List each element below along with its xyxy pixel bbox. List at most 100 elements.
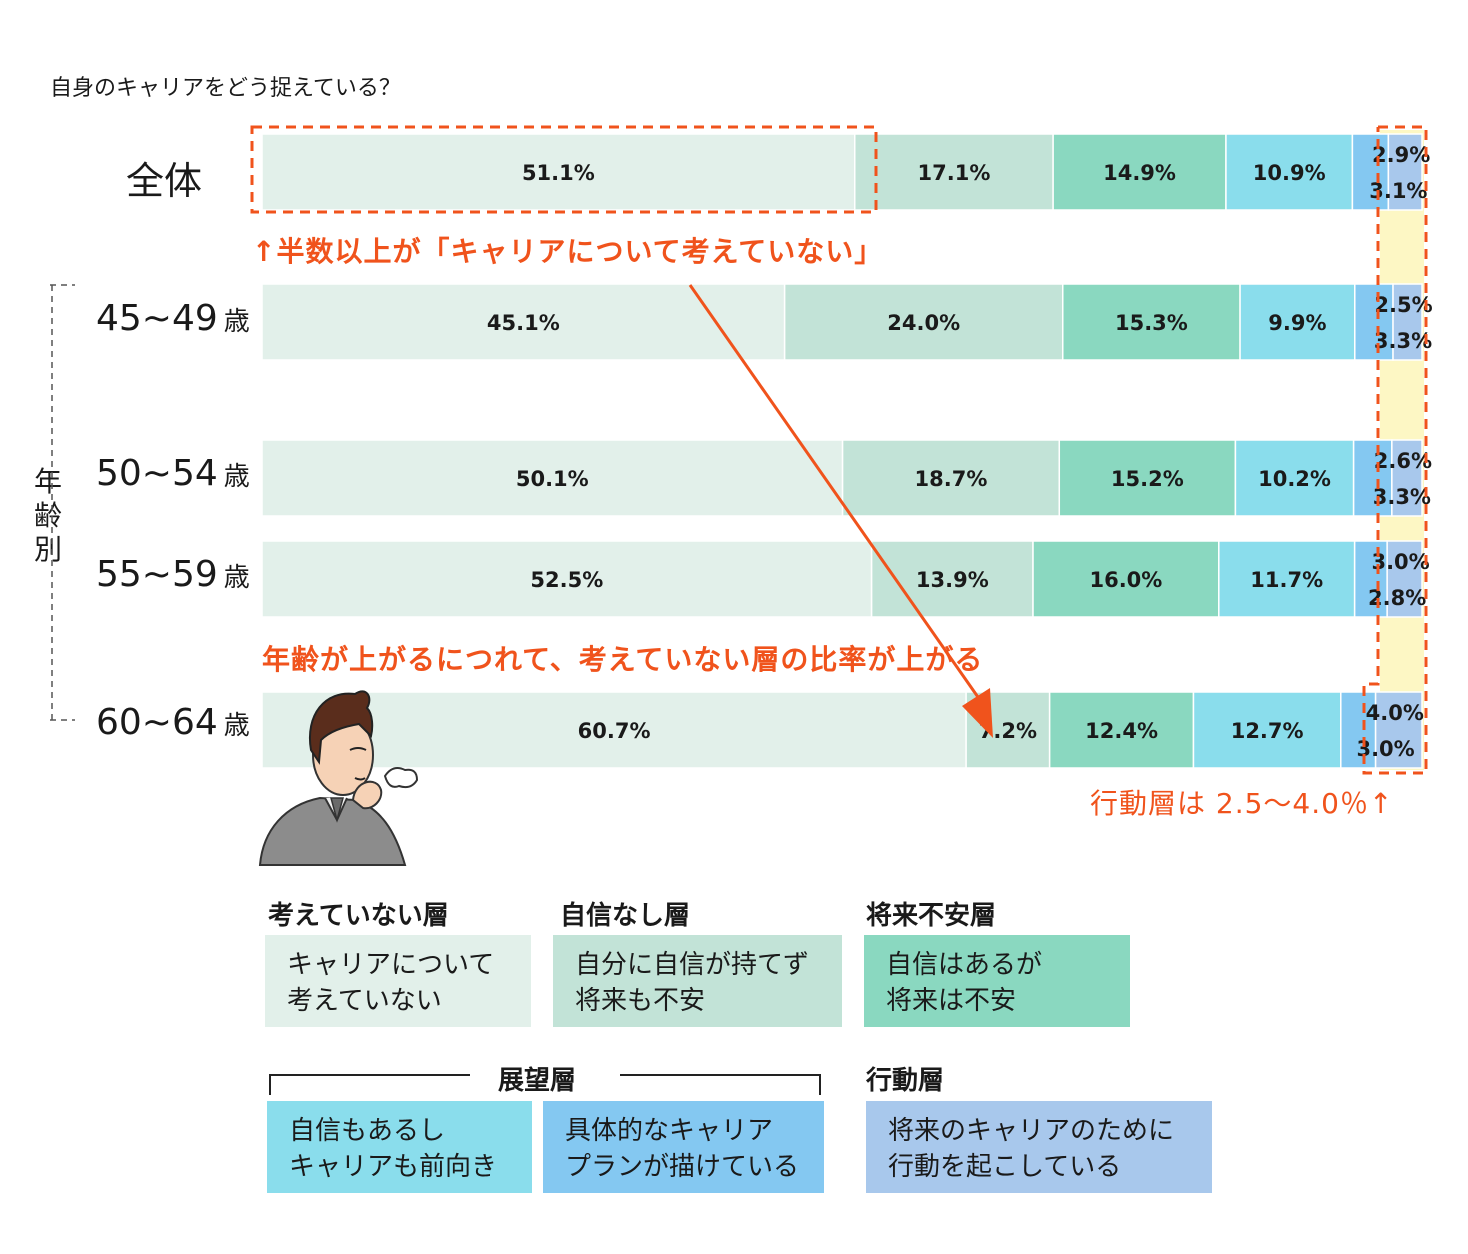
bar-segment-no-confidence [870, 540, 1034, 618]
data-label-outlook-b: 3.3% [1373, 485, 1431, 509]
row-label-50-54-text: 50~54 [96, 453, 218, 494]
row-label-60-64-text: 60~64 [96, 702, 218, 743]
data-label-not-thinking: 45.1% [487, 311, 560, 335]
data-label-outlook-a: 11.7% [1250, 568, 1323, 592]
legend-line: キャリアについて [287, 950, 495, 980]
data-label-action: 2.6% [1374, 449, 1432, 473]
bar-layer: 51.1% 17.1% 14.9% 10.9%3.1%2.9%45.1% 24.0% 15… [261, 133, 1433, 769]
data-label-outlook-a: 10.2% [1258, 467, 1331, 491]
bar-segment-action [1391, 439, 1423, 517]
bar-row: 51.1% 17.1% 14.9% 10.9%3.1%2.9% [261, 133, 1430, 211]
data-label-not-thinking: 50.1% [516, 467, 589, 491]
legend-box-outlook-b: 具体的なキャリア プランが描けている [543, 1101, 824, 1193]
data-label-no-confidence: 17.1% [918, 161, 991, 185]
data-label-no-confidence: 18.7% [915, 467, 988, 491]
legend-box-outlook-a: 自信もあるし キャリアも前向き [267, 1101, 532, 1193]
data-label-future-anxiety: 16.0% [1089, 568, 1162, 592]
age-group-char: 齢 [33, 499, 62, 532]
bar-segment-outlook-a [1239, 283, 1356, 361]
legend-box-future-anxiety: 自信はあるが 将来は不安 [864, 935, 1130, 1027]
bar-segment-action [1392, 283, 1423, 361]
legend-line: 自信もあるし [289, 1116, 446, 1146]
data-label-future-anxiety: 12.4% [1085, 719, 1158, 743]
legend-line: 自信はあるが [886, 950, 1043, 980]
data-label-action: 2.5% [1374, 293, 1432, 317]
row-label-unit: 歳 [223, 711, 250, 741]
outlook-bracket [269, 1074, 821, 1095]
data-label-action: 4.0% [1366, 701, 1424, 725]
bar-segment-not-thinking [261, 439, 844, 517]
legend-title-future-anxiety: 将来不安層 [866, 901, 997, 931]
bar-segment-action [1387, 133, 1423, 211]
row-label-45-49-text: 45~49 [96, 298, 218, 339]
note-age-trend: 年齢が上がるにつれて、考えていない層の比率が上がる [262, 643, 984, 676]
data-label-future-anxiety: 15.3% [1115, 311, 1188, 335]
age-group-char: 別 [33, 533, 62, 566]
not-thinking-highlight-box [250, 125, 878, 214]
bar-segment-outlook-b [1354, 283, 1394, 361]
bar-segment-outlook-b [1351, 133, 1390, 211]
age-group-char: 年 [33, 465, 62, 498]
row-label-55-59: 55~59 歳 [96, 554, 250, 595]
data-label-not-thinking: 51.1% [522, 161, 595, 185]
bar-segment-action [1374, 691, 1423, 769]
legend-title-outlook: 展望層 [498, 1066, 577, 1096]
row-label-45-49: 45~49 歳 [96, 298, 250, 339]
row-label-unit: 歳 [223, 563, 250, 593]
bar-segment-future-anxiety [1032, 540, 1220, 618]
row-label-50-54: 50~54 歳 [96, 453, 250, 494]
data-label-action: 3.0% [1371, 550, 1429, 574]
chart-question: 自身のキャリアをどう捉えている？ [50, 76, 401, 101]
legend-line: プランが描けている [565, 1152, 800, 1182]
bar-segment-outlook-a [1225, 133, 1354, 211]
bar-row: 45.1% 24.0% 15.3% 9.9% 3.3% 2.5% [261, 283, 1433, 361]
legend-line: 考えていない [287, 986, 442, 1016]
bar-segment-action [1386, 540, 1423, 618]
bar-segment-not-thinking [261, 691, 967, 769]
bar-segment-future-anxiety [1048, 691, 1195, 769]
data-label-outlook-b: 3.0% [1356, 737, 1414, 761]
bar-segment-future-anxiety [1052, 133, 1227, 211]
data-label-no-confidence: 13.9% [916, 568, 989, 592]
data-label-future-anxiety: 15.2% [1111, 467, 1184, 491]
data-label-action: 2.9% [1372, 143, 1430, 167]
bar-segment-outlook-a [1234, 439, 1355, 517]
bar-segment-not-thinking [261, 133, 856, 211]
legend-title-action: 行動層 [866, 1066, 945, 1096]
legend-title-no-confidence: 自信なし層 [560, 901, 691, 931]
bar-segment-no-confidence [854, 133, 1054, 211]
data-label-not-thinking: 60.7% [578, 719, 651, 743]
row-label-55-59-text: 55~59 [96, 554, 218, 595]
legend-box-no-confidence: 自分に自信が持てず 将来も不安 [553, 935, 842, 1027]
data-label-outlook-a: 9.9% [1268, 311, 1326, 335]
data-label-outlook-a: 12.7% [1231, 719, 1304, 743]
bar-segment-no-confidence [783, 283, 1064, 361]
legend-box-action: 将来のキャリアのために 行動を起こしている [866, 1101, 1212, 1193]
trend-arrow-head [962, 688, 993, 738]
legend-line: 行動を起こしている [888, 1152, 1122, 1182]
note-action-range: 行動層は 2.5〜4.0％↑ [1090, 787, 1394, 820]
row-label-unit: 歳 [223, 307, 250, 337]
thinking-man-illustration [258, 690, 419, 866]
bar-row: 52.5% 13.9% 16.0% 11.7%2.8%3.0% [261, 540, 1430, 618]
legend-line: 自分に自信が持てず [575, 950, 810, 980]
bar-segment-outlook-b [1353, 540, 1388, 618]
bar-segment-future-anxiety [1062, 283, 1241, 361]
data-label-no-confidence: 24.0% [887, 311, 960, 335]
legend-line: 将来は不安 [886, 986, 1017, 1016]
action-highlight-box [1362, 125, 1428, 775]
row-label-unit: 歳 [223, 462, 250, 492]
note-half-or-more: ↑半数以上が「キャリアについて考えていない」 [252, 235, 884, 268]
bar-row: 60.7% 7.2% 12.4% 12.7%3.0%4.0% [261, 691, 1424, 769]
bar-segment-outlook-b [1352, 439, 1393, 517]
stacked-bar-chart: 51.1% 17.1% 14.9% 10.9%3.1%2.9%45.1% 24.0% 15… [50, 125, 1433, 775]
data-label-outlook-a: 10.9% [1253, 161, 1326, 185]
trend-arrow-line [688, 284, 982, 701]
row-label-60-64: 60~64 歳 [96, 702, 250, 743]
legend-box-not-thinking: キャリアについて 考えていない [265, 935, 531, 1027]
row-label-total: 全体 [126, 159, 203, 203]
data-label-not-thinking: 52.5% [530, 568, 603, 592]
legend-line: 将来のキャリアのために [888, 1116, 1175, 1146]
data-label-outlook-b: 3.3% [1374, 329, 1432, 353]
legend-line: キャリアも前向き [289, 1152, 498, 1182]
